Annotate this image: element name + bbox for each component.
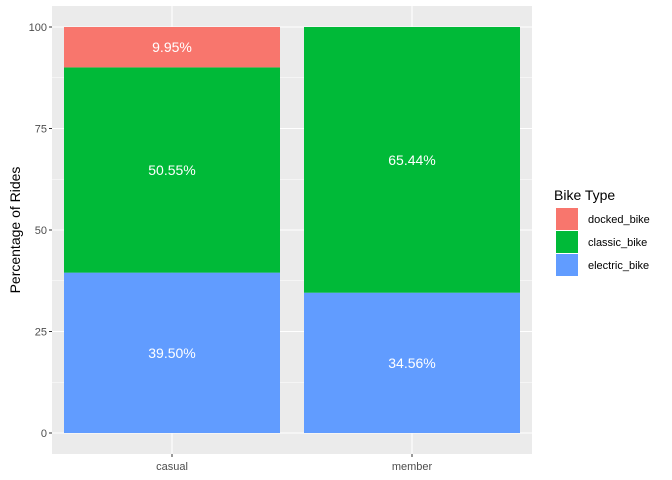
y-axis: 0 25 50 75 100 <box>29 22 52 440</box>
x-tick-label: casual <box>156 461 188 473</box>
x-axis: casual member <box>156 454 433 473</box>
y-tick-label: 75 <box>35 124 47 136</box>
bar-casual-electric_bike <box>64 272 280 433</box>
y-axis-title: Percentage of Rides <box>7 167 23 294</box>
data-label-casual-docked_bike: 9.95% <box>152 39 192 55</box>
legend-title: Bike Type <box>554 187 615 203</box>
bar-casual-docked_bike <box>64 27 280 68</box>
y-tick-label: 0 <box>41 428 47 440</box>
y-tick-label: 100 <box>29 22 47 34</box>
bars <box>64 27 520 433</box>
data-label-member-electric_bike: 34.56% <box>388 355 435 371</box>
legend-label-classic_bike: classic_bike <box>588 237 647 249</box>
bar-member-classic_bike <box>304 27 520 293</box>
data-labels: 39.50% 50.55% 9.95% 34.56% 65.44% <box>148 39 435 371</box>
legend: Bike Type docked_bike classic_bikeelectri… <box>554 187 650 276</box>
legend-label-electric_bike: electric_bike <box>588 260 649 272</box>
y-tick-label: 25 <box>35 327 47 339</box>
bar-casual-classic_bike <box>64 67 280 273</box>
legend-key-classic_bike <box>556 231 578 253</box>
legend-key-docked_bike <box>556 208 578 230</box>
bar-member-electric_bike <box>304 292 520 433</box>
data-label-casual-classic_bike: 50.55% <box>148 162 195 178</box>
y-tick-label: 50 <box>35 225 47 237</box>
data-label-member-classic_bike: 65.44% <box>388 152 435 168</box>
x-tick-label: member <box>392 461 433 473</box>
data-label-casual-electric_bike: 39.50% <box>148 345 195 361</box>
legend-label-docked_bike: docked_bike <box>588 214 650 226</box>
legend-key-electric_bike <box>556 254 578 276</box>
